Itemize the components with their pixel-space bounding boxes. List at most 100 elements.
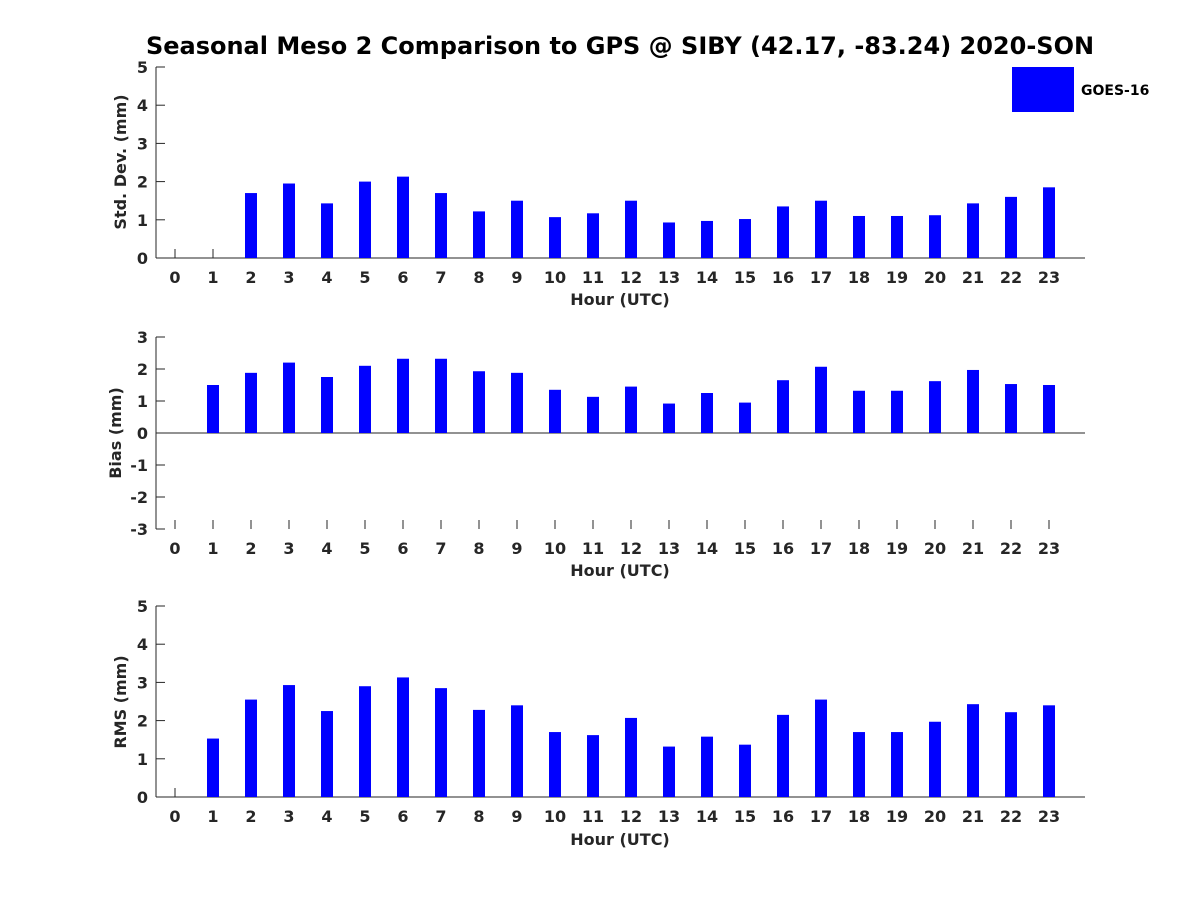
rms-y-tick-label: 2 — [137, 712, 148, 731]
rms-bar-hour-5 — [359, 686, 371, 797]
rms-bar-hour-17 — [815, 699, 827, 797]
std-bar-hour-6 — [397, 176, 409, 258]
bias-bar-hour-13 — [663, 403, 675, 433]
bias-bar-hour-23 — [1043, 385, 1055, 433]
rms-x-tick-label: 7 — [435, 807, 446, 826]
bias-x-tick-label: 12 — [620, 539, 642, 558]
bias-x-tick-label: 23 — [1038, 539, 1060, 558]
std-x-tick-label: 16 — [772, 268, 794, 287]
std-bar-hour-2 — [245, 193, 257, 258]
rms-x-tick-label: 17 — [810, 807, 832, 826]
rms-bar-hour-22 — [1005, 712, 1017, 797]
rms-bar-hour-21 — [967, 704, 979, 797]
chart-title: Seasonal Meso 2 Comparison to GPS @ SIBY… — [146, 32, 1094, 60]
bias-x-tick-label: 17 — [810, 539, 832, 558]
std-bar-hour-18 — [853, 215, 865, 258]
std-bar-hour-22 — [1005, 196, 1017, 258]
std-x-tick-label: 12 — [620, 268, 642, 287]
rms-bar-hour-8 — [473, 709, 485, 797]
std-bar-hour-8 — [473, 211, 485, 258]
std-bar-hour-11 — [587, 213, 599, 258]
bias-x-tick-label: 14 — [696, 539, 718, 558]
std-bar-hour-5 — [359, 181, 371, 258]
rms-x-tick-label: 10 — [544, 807, 566, 826]
std-y-tick-label: 5 — [137, 58, 148, 77]
bias-x-tick-label: 8 — [473, 539, 484, 558]
bias-bar-hour-12 — [625, 386, 637, 433]
bias-xlabel: Hour (UTC) — [570, 561, 670, 580]
bias-x-tick-label: 0 — [169, 539, 180, 558]
bias-bar-hour-15 — [739, 402, 751, 433]
bias-y-tick-label: 3 — [137, 328, 148, 347]
bias-x-tick-label: 18 — [848, 539, 870, 558]
std-bar-hour-13 — [663, 222, 675, 258]
rms-x-tick-label: 19 — [886, 807, 908, 826]
std-x-tick-label: 11 — [582, 268, 604, 287]
rms-ylabel: RMS (mm) — [111, 655, 130, 748]
std-bar-hour-7 — [435, 193, 447, 258]
bias-bar-hour-1 — [207, 385, 219, 433]
rms-x-tick-label: 8 — [473, 807, 484, 826]
bias-bar-hour-9 — [511, 372, 523, 433]
rms-bar-hour-2 — [245, 699, 257, 797]
std-x-tick-label: 0 — [169, 268, 180, 287]
rms-bar-hour-4 — [321, 711, 333, 797]
bias-x-tick-label: 7 — [435, 539, 446, 558]
rms-x-tick-label: 23 — [1038, 807, 1060, 826]
std-x-tick-label: 6 — [397, 268, 408, 287]
bias-x-tick-label: 4 — [321, 539, 332, 558]
rms-x-tick-label: 12 — [620, 807, 642, 826]
bias-bar-hour-5 — [359, 365, 371, 433]
std-x-tick-label: 18 — [848, 268, 870, 287]
bias-x-tick-label: 6 — [397, 539, 408, 558]
std-x-tick-label: 8 — [473, 268, 484, 287]
bias-y-tick-label: 0 — [137, 424, 148, 443]
rms-x-tick-label: 20 — [924, 807, 946, 826]
rms-x-tick-label: 0 — [169, 807, 180, 826]
std-x-tick-label: 10 — [544, 268, 566, 287]
std-x-tick-label: 17 — [810, 268, 832, 287]
std-bar-hour-16 — [777, 206, 789, 258]
rms-bar-hour-9 — [511, 705, 523, 797]
rms-y-tick-label: 0 — [137, 788, 148, 807]
bias-x-tick-label: 22 — [1000, 539, 1022, 558]
bias-x-tick-label: 21 — [962, 539, 984, 558]
bias-bar-hour-19 — [891, 390, 903, 433]
std-x-tick-label: 22 — [1000, 268, 1022, 287]
rms-bar-hour-15 — [739, 744, 751, 797]
rms-bar-hour-16 — [777, 714, 789, 797]
std-x-tick-label: 13 — [658, 268, 680, 287]
bias-y-tick-label: 1 — [137, 392, 148, 411]
bias-bar-hour-11 — [587, 396, 599, 433]
std-bar-hour-9 — [511, 200, 523, 258]
rms-x-tick-label: 13 — [658, 807, 680, 826]
rms-x-tick-label: 16 — [772, 807, 794, 826]
bias-x-tick-label: 10 — [544, 539, 566, 558]
rms-bar-hour-19 — [891, 732, 903, 797]
std-x-tick-label: 2 — [245, 268, 256, 287]
std-x-tick-label: 23 — [1038, 268, 1060, 287]
rms-bar-hour-6 — [397, 677, 409, 797]
bias-bar-hour-17 — [815, 366, 827, 433]
rms-x-tick-label: 18 — [848, 807, 870, 826]
bias-x-tick-label: 15 — [734, 539, 756, 558]
rms-x-tick-label: 22 — [1000, 807, 1022, 826]
legend-label: GOES-16 — [1081, 83, 1149, 99]
std-x-tick-label: 1 — [207, 268, 218, 287]
rms-bar-hour-13 — [663, 746, 675, 797]
rms-y-tick-label: 5 — [137, 597, 148, 616]
std-x-tick-label: 4 — [321, 268, 332, 287]
std-dev-xlabel: Hour (UTC) — [570, 290, 670, 309]
bias-bar-hour-10 — [549, 389, 561, 433]
rms-x-tick-label: 21 — [962, 807, 984, 826]
rms-bar-hour-23 — [1043, 705, 1055, 797]
bias-x-tick-label: 1 — [207, 539, 218, 558]
bias-bar-hour-7 — [435, 358, 447, 433]
bias-y-tick-label: -3 — [130, 520, 148, 539]
rms-xlabel: Hour (UTC) — [570, 830, 670, 849]
bias-x-tick-label: 20 — [924, 539, 946, 558]
bias-x-tick-label: 11 — [582, 539, 604, 558]
std-bar-hour-4 — [321, 203, 333, 258]
rms-x-tick-label: 1 — [207, 807, 218, 826]
